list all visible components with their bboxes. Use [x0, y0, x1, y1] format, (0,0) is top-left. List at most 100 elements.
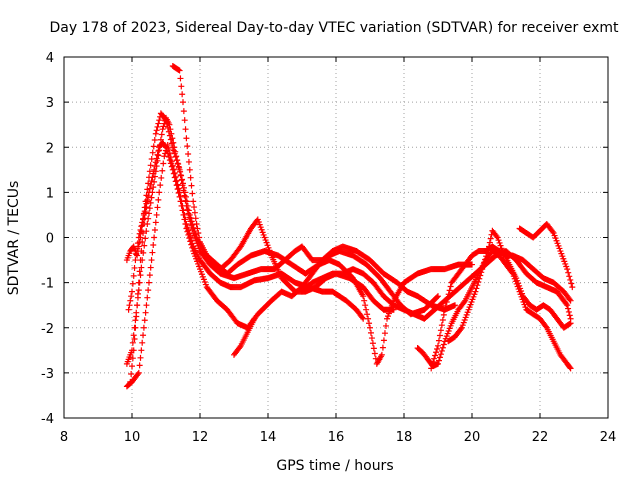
data-point — [155, 120, 162, 127]
data-point — [127, 297, 134, 304]
data-point — [130, 347, 137, 354]
data-point — [236, 344, 243, 351]
data-point — [147, 199, 154, 206]
data-point — [361, 297, 368, 304]
data-point — [439, 344, 446, 351]
data-point — [156, 117, 163, 124]
data-point — [366, 320, 373, 327]
data-point — [140, 229, 147, 236]
data-point — [194, 225, 201, 232]
data-point — [129, 288, 135, 295]
series-arc-03 — [125, 139, 475, 367]
x-tick-label: 10 — [124, 430, 141, 445]
data-point — [155, 196, 162, 203]
data-point — [133, 313, 140, 320]
data-point — [186, 166, 193, 173]
y-tick-label: 2 — [46, 141, 54, 156]
data-point — [181, 192, 188, 199]
data-point — [163, 117, 169, 124]
data-point — [564, 266, 571, 273]
data-point — [478, 269, 485, 276]
data-point — [163, 147, 170, 154]
data-point — [144, 198, 151, 205]
data-point — [186, 235, 193, 242]
data-point — [151, 137, 158, 144]
data-point — [445, 291, 452, 298]
data-point — [381, 330, 388, 337]
data-point — [480, 262, 487, 269]
data-point — [184, 143, 191, 150]
data-point — [136, 362, 143, 369]
data-point — [188, 182, 195, 189]
data-point — [138, 248, 145, 255]
data-point — [474, 282, 481, 289]
data-point — [127, 378, 134, 385]
data-point — [145, 287, 152, 294]
data-point — [432, 352, 439, 359]
x-tick-label: 20 — [464, 430, 481, 445]
data-point — [439, 317, 446, 324]
data-point — [149, 249, 156, 256]
data-point — [131, 336, 138, 343]
data-point — [181, 216, 188, 223]
data-point — [380, 337, 387, 344]
data-point — [135, 243, 142, 250]
data-point — [365, 315, 372, 322]
data-point — [370, 345, 377, 352]
data-point — [138, 264, 145, 271]
series-arc-12 — [127, 198, 151, 385]
data-point — [563, 300, 570, 307]
data-point — [185, 158, 192, 165]
data-point — [167, 160, 174, 167]
data-point — [182, 126, 189, 133]
y-tick-label: 1 — [46, 186, 54, 201]
data-point — [191, 204, 198, 211]
data-point — [135, 287, 142, 294]
data-point — [364, 311, 371, 318]
data-point — [139, 239, 146, 246]
data-point — [159, 126, 166, 133]
data-point — [158, 174, 165, 181]
data-point — [481, 259, 488, 266]
data-point — [171, 174, 178, 181]
data-point — [182, 220, 189, 227]
data-point — [542, 323, 549, 330]
data-point — [176, 67, 183, 74]
data-point — [134, 290, 141, 297]
series-arc-06 — [231, 315, 258, 358]
data-point — [129, 280, 136, 287]
data-point — [182, 197, 189, 204]
data-point — [434, 294, 441, 301]
data-point — [137, 354, 144, 361]
data-point — [141, 242, 148, 249]
data-point — [567, 320, 574, 327]
data-point — [179, 207, 186, 214]
data-point — [132, 257, 139, 264]
data-point — [144, 186, 151, 193]
data-point — [159, 167, 166, 174]
data-point — [187, 238, 194, 245]
data-point — [150, 143, 157, 150]
data-point — [436, 354, 443, 361]
data-point — [131, 264, 138, 271]
data-point — [191, 209, 198, 216]
data-point — [565, 308, 572, 315]
data-point — [142, 309, 149, 316]
data-point — [125, 306, 132, 313]
data-point — [142, 209, 149, 216]
data-point — [567, 365, 574, 372]
data-point — [428, 365, 435, 372]
data-point — [179, 182, 186, 189]
data-point — [140, 220, 147, 227]
data-point — [564, 302, 571, 309]
data-point — [154, 204, 161, 211]
data-point — [461, 298, 468, 305]
data-point — [441, 306, 448, 313]
data-point — [169, 166, 176, 173]
data-point — [160, 160, 167, 167]
data-point — [429, 362, 436, 369]
data-point — [188, 241, 195, 248]
y-tick-label: -4 — [41, 412, 54, 427]
